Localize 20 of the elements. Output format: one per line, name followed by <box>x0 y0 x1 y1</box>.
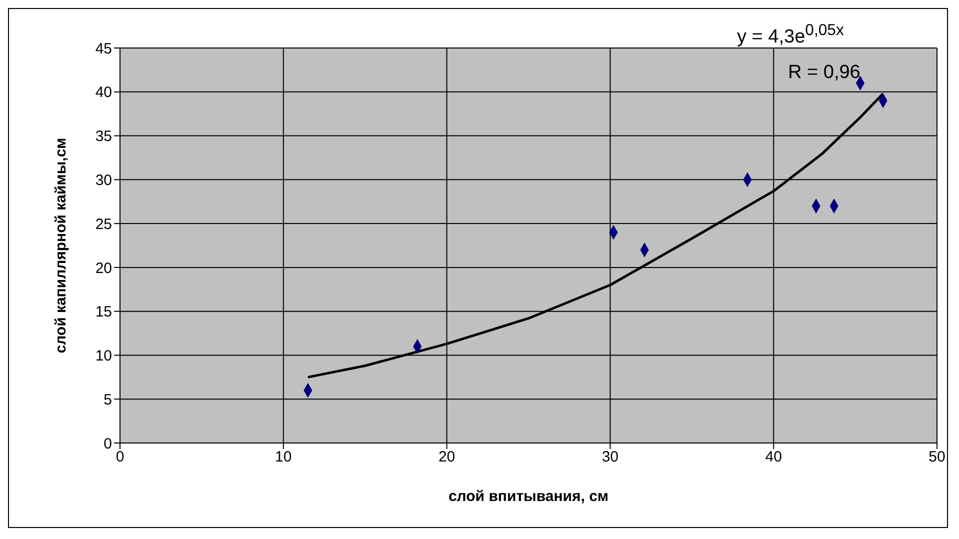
y-tick-label: 15 <box>95 304 112 321</box>
x-tick-label: 10 <box>275 448 292 466</box>
x-tick-label: 40 <box>765 448 782 466</box>
x-axis-title: слой впитывания, см <box>448 488 609 505</box>
y-tick-label: 5 <box>104 391 112 408</box>
text: y = 4,3e$^{0,05x}$ <box>737 22 844 48</box>
x-tick-label: 0 <box>116 448 124 466</box>
y-tick-label: 30 <box>95 172 112 189</box>
y-axis-title: слой капиллярной каймы,см <box>52 138 70 354</box>
y-tick-label: 35 <box>95 128 112 146</box>
x-tick-label: 20 <box>438 448 456 466</box>
y-tick-label: 10 <box>95 348 112 365</box>
annotation: R = 0,96 <box>788 62 860 83</box>
y-tick-label: 25 <box>95 216 112 233</box>
y-tick-label: 20 <box>95 260 112 277</box>
x-tick-label: 30 <box>602 448 619 466</box>
y-tick-label: 45 <box>95 40 112 58</box>
x-tick-label: 50 <box>928 448 946 466</box>
y-tick-label: 0 <box>104 435 112 452</box>
y-tick-label: 40 <box>95 84 112 102</box>
